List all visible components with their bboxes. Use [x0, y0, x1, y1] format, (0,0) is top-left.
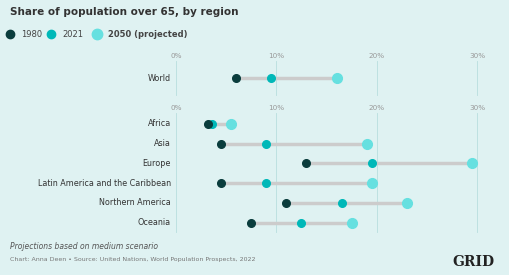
Text: 20%: 20% — [368, 105, 384, 111]
Text: Share of population over 65, by region: Share of population over 65, by region — [10, 7, 238, 17]
Text: 2021: 2021 — [62, 30, 83, 39]
Text: Latin America and the Caribbean: Latin America and the Caribbean — [38, 178, 171, 188]
Text: Projections based on medium scenario: Projections based on medium scenario — [10, 242, 158, 251]
Text: 30%: 30% — [468, 105, 484, 111]
Text: Europe: Europe — [142, 159, 171, 168]
Text: 20%: 20% — [368, 53, 384, 59]
Text: Africa: Africa — [147, 119, 171, 128]
Text: World: World — [148, 74, 171, 83]
Text: 1980: 1980 — [21, 30, 42, 39]
Text: 10%: 10% — [268, 105, 284, 111]
Text: 2050 (projected): 2050 (projected) — [108, 30, 187, 39]
Text: 0%: 0% — [170, 105, 181, 111]
Text: 0%: 0% — [170, 53, 181, 59]
Text: Northern America: Northern America — [99, 198, 171, 207]
Text: GRID: GRID — [451, 255, 494, 270]
Text: 10%: 10% — [268, 53, 284, 59]
Text: Oceania: Oceania — [137, 218, 171, 227]
Text: 30%: 30% — [468, 53, 484, 59]
Text: Asia: Asia — [154, 139, 171, 148]
Text: Chart: Anna Deen • Source: United Nations, World Population Prospects, 2022: Chart: Anna Deen • Source: United Nation… — [10, 257, 255, 262]
